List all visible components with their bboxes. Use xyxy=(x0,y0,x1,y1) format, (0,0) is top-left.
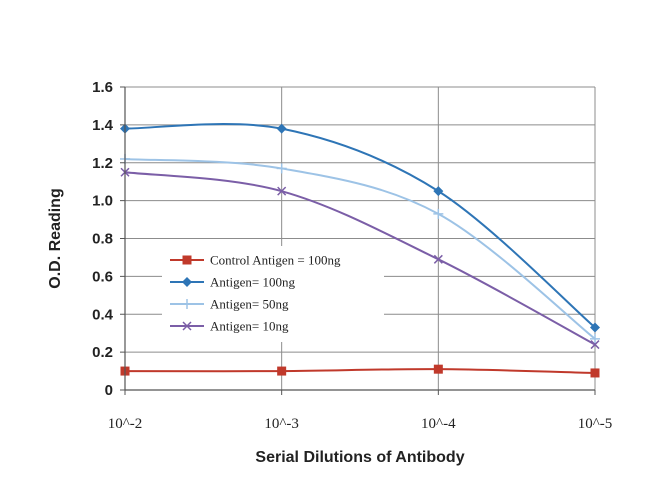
legend-item: Antigen= 50ng xyxy=(170,297,289,312)
data-point xyxy=(433,254,443,264)
series-line xyxy=(124,123,596,329)
legend-item: Control Antigen = 100ng xyxy=(170,253,341,268)
y-tick-label: 1.6 xyxy=(92,79,113,96)
x-tick-label: 10^-4 xyxy=(421,416,456,432)
series-3 xyxy=(120,167,600,350)
x-tick-label: 10^-3 xyxy=(264,416,299,432)
legend-marker xyxy=(182,321,192,331)
series-layer xyxy=(120,123,600,378)
series-line xyxy=(124,368,596,374)
y-tick-label: 1.4 xyxy=(92,117,114,134)
y-tick-label: 1.2 xyxy=(92,155,113,172)
grid xyxy=(124,86,596,391)
y-tick-label: 1.0 xyxy=(92,193,113,210)
data-point xyxy=(590,333,600,344)
data-point xyxy=(277,186,287,196)
data-point xyxy=(590,340,600,350)
y-axis-title: O.D. Reading xyxy=(47,188,64,288)
x-tick-label: 10^-2 xyxy=(108,416,143,432)
data-point xyxy=(590,322,600,333)
y-tick-label: 0.6 xyxy=(92,268,113,285)
legend-item: Antigen= 100ng xyxy=(170,275,295,290)
legend-label: Antigen= 50ng xyxy=(210,297,289,312)
data-point xyxy=(433,364,443,374)
y-tick-label: 0 xyxy=(105,382,113,399)
y-tick-label: 0.8 xyxy=(92,231,113,248)
series-0 xyxy=(120,364,600,378)
legend-label: Antigen= 10ng xyxy=(210,319,289,334)
legend-label: Antigen= 100ng xyxy=(210,275,295,290)
data-point xyxy=(277,366,287,376)
data-point xyxy=(276,163,287,174)
data-point xyxy=(276,123,287,134)
data-point xyxy=(590,368,600,378)
y-tick-label: 0.2 xyxy=(92,344,113,361)
legend-marker xyxy=(182,277,192,287)
x-tick-label: 10^-5 xyxy=(578,416,613,432)
legend-marker xyxy=(182,299,192,309)
legend-marker xyxy=(182,255,192,265)
series-line xyxy=(124,157,596,340)
series-line xyxy=(124,171,596,346)
legend-item: Antigen= 10ng xyxy=(170,319,289,334)
data-point xyxy=(433,208,444,219)
axes: 0 0.2 0.4 0.6 0.8 1.0 1.2 1.4 1.6 10^-2 10^-3 10^-4… xyxy=(92,79,612,432)
data-point xyxy=(433,186,444,197)
legend-label: Control Antigen = 100ng xyxy=(210,253,341,268)
legend: Control Antigen = 100ng Antigen= 100ng Ant… xyxy=(162,246,384,342)
x-axis-title: Serial Dilutions of Antibody xyxy=(255,449,464,466)
y-tick-label: 0.4 xyxy=(92,306,114,323)
